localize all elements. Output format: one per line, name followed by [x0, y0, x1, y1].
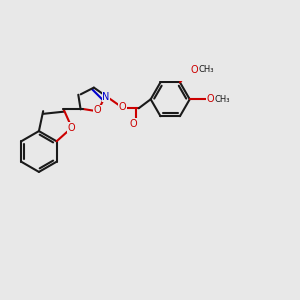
Text: N: N: [102, 92, 110, 102]
Text: CH₃: CH₃: [198, 65, 214, 74]
Text: O: O: [130, 118, 137, 129]
Text: O: O: [94, 105, 101, 115]
Text: O: O: [191, 65, 199, 75]
Text: O: O: [119, 102, 127, 112]
Text: CH₃: CH₃: [214, 95, 230, 104]
Text: O: O: [68, 123, 76, 133]
Text: O: O: [206, 94, 214, 104]
